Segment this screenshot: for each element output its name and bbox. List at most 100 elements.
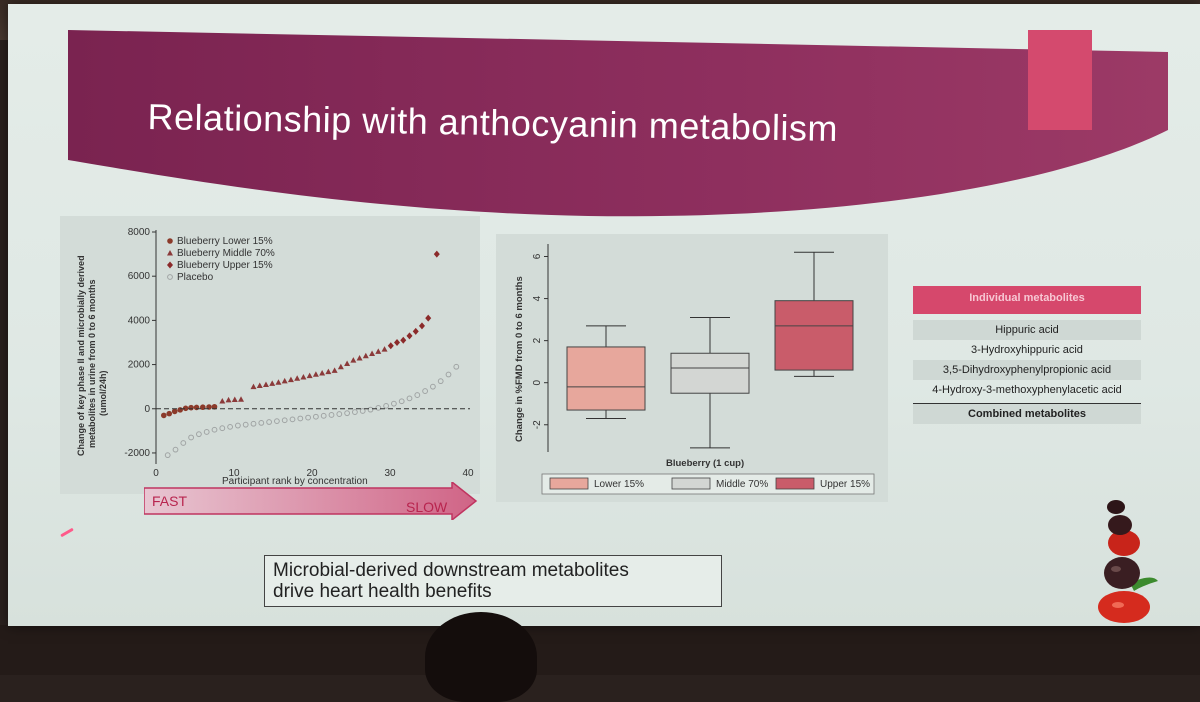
y-tick-label: 4000 <box>128 315 151 326</box>
scatter-point <box>336 411 343 417</box>
scatter-point <box>294 375 301 381</box>
y-tick-label: 2 <box>532 337 543 343</box>
legend-marker <box>167 250 173 256</box>
scatter-point <box>406 332 413 340</box>
scatter-point <box>398 398 405 405</box>
scatter-point <box>375 348 382 354</box>
y-tick-label: -2 <box>532 420 543 429</box>
scatter-point <box>453 363 460 370</box>
presentation-slide: Relationship with anthocyanin metabolism… <box>8 4 1200 626</box>
scatter-point <box>406 395 413 402</box>
scatter-point <box>182 405 189 412</box>
legend-label: Lower 15% <box>594 479 644 490</box>
scatter-point <box>367 406 374 413</box>
scatter-point <box>225 396 232 403</box>
scatter-point <box>177 407 183 413</box>
scatter-point <box>281 377 288 384</box>
table-row: 4-Hydroxy-3-methoxyphenylacetic acid <box>932 384 1122 396</box>
scatter-point <box>219 425 226 432</box>
scatter-point <box>172 446 179 453</box>
scatter-point <box>258 420 265 426</box>
scatter-chart-panel: -2000 0 2000 4000 6000 8000 0 10 20 30 40 Change … <box>60 216 480 494</box>
scatter-point <box>425 314 432 322</box>
box <box>774 300 854 371</box>
scatter-point <box>430 383 436 390</box>
legend-marker <box>167 261 173 269</box>
y-tick-label: 8000 <box>128 227 151 238</box>
scatter-point <box>188 434 195 441</box>
scatter-point <box>344 360 351 366</box>
berry-stack-illustration <box>1098 500 1158 623</box>
pink-accent-block <box>1028 30 1092 130</box>
scatter-point <box>412 327 419 335</box>
audience-head-silhouette <box>425 612 537 702</box>
laser-pointer-dot <box>60 527 74 538</box>
scatter-point <box>250 420 257 427</box>
box <box>670 352 750 394</box>
x-axis-label: Blueberry (1 cup) <box>666 458 744 469</box>
table-row: Hippuric acid <box>913 320 1141 340</box>
scatter-point <box>219 398 226 404</box>
scatter-point <box>445 371 452 378</box>
table-footer-row: Combined metabolites <box>913 403 1141 424</box>
scatter-point <box>297 415 304 422</box>
scatter-point <box>305 414 312 421</box>
scatter-point <box>211 426 218 433</box>
scatter-point <box>381 346 388 352</box>
scatter-point <box>331 367 338 373</box>
y-tick-label: 6000 <box>128 271 151 282</box>
table-header: Individual metabolites <box>913 286 1141 314</box>
scatter-point <box>394 338 401 346</box>
scatter-point <box>422 388 429 394</box>
table-row: 3-Hydroxyhippuric acid <box>971 344 1083 356</box>
y-tick-label: 2000 <box>128 360 151 371</box>
metabolite-table: Individual metabolites Hippuric acid 3-H… <box>913 286 1141 424</box>
scatter-point <box>196 431 202 438</box>
x-tick-label: 40 <box>462 468 474 479</box>
y-tick-label: 4 <box>532 295 543 301</box>
scatter-point <box>262 381 269 387</box>
conclusion-line2: drive heart health benefits <box>273 581 492 602</box>
legend-label: Middle 70% <box>716 479 768 490</box>
scatter-point <box>275 379 282 385</box>
y-tick-label: -2000 <box>124 448 150 459</box>
arrow-fast-label: FAST <box>152 493 187 509</box>
boxplot-chart: -2 0 2 4 6 Change in %FMD from 0 to 6 months… <box>514 244 875 495</box>
scatter-point <box>375 404 382 411</box>
scatter-point <box>369 350 376 357</box>
scatter-point <box>164 452 171 459</box>
scatter-point <box>166 410 173 417</box>
title-band <box>68 30 1168 217</box>
scatter-point <box>387 342 394 350</box>
legend-swatch <box>549 477 589 490</box>
fast-slow-arrow: FAST SLOW <box>143 480 484 522</box>
scatter-point <box>269 380 276 386</box>
scatter-point <box>437 378 444 385</box>
scatter-point <box>337 363 344 370</box>
legend-label: Blueberry Middle 70% <box>177 248 275 259</box>
scatter-point <box>274 418 280 425</box>
y-axis-label-line1: Change of key phase II and microbially d… <box>76 255 86 456</box>
scatter-point <box>350 357 357 363</box>
scatter-point <box>362 352 369 359</box>
table-row: 3,5-Dihydroxyphenylpropionic acid <box>913 360 1141 380</box>
legend-swatch <box>671 477 711 490</box>
x-tick-label: 10 <box>228 468 240 479</box>
arrow-slow-label: SLOW <box>406 499 448 515</box>
legend-label: Blueberry Lower 15% <box>177 236 273 247</box>
scatter-point <box>193 404 200 411</box>
scatter-point <box>383 402 390 409</box>
scatter-point <box>400 336 407 344</box>
scatter-point <box>161 412 167 419</box>
scatter-point <box>418 322 425 330</box>
conclusion-line1: Microbial-derived downstream metabolites <box>273 560 629 581</box>
scatter-point <box>325 368 332 375</box>
scatter-point <box>306 372 313 379</box>
y-tick-label: 6 <box>532 253 543 259</box>
scatter-point <box>227 423 234 430</box>
scatter-point <box>344 410 351 417</box>
scatter-point <box>250 383 257 390</box>
scatter-legend: Blueberry Lower 15%Blueberry Middle 70%B… <box>167 236 275 283</box>
y-axis-label-line3: (umol/24h) <box>98 370 108 416</box>
